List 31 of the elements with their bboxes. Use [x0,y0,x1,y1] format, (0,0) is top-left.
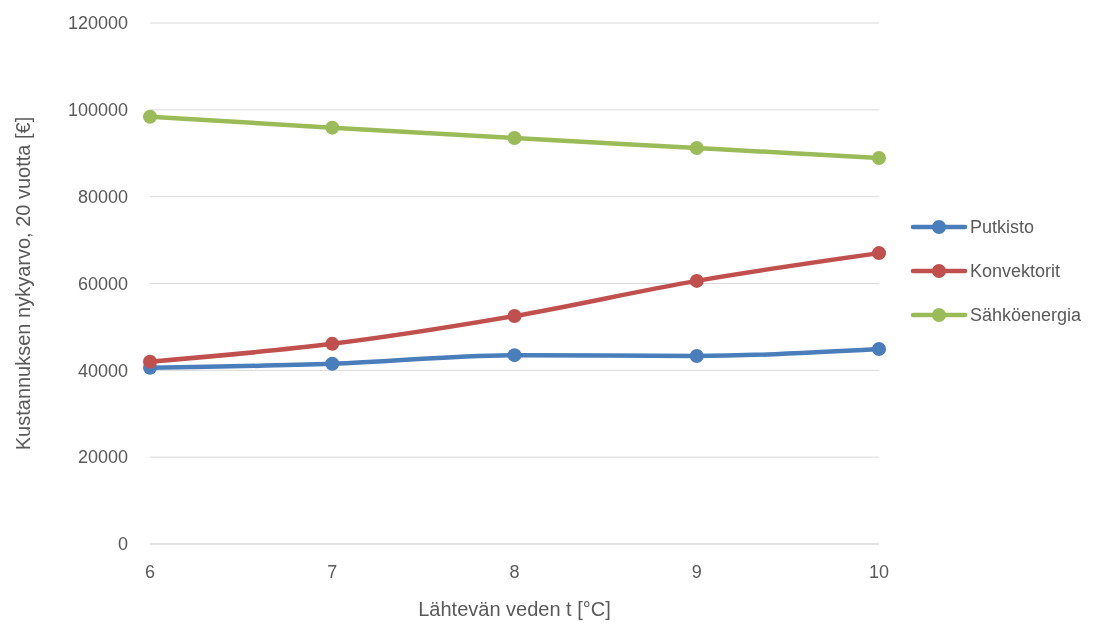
y-tick-label: 120000 [67,13,128,34]
y-tick-label: 0 [117,534,128,555]
point [325,336,340,351]
x-tick-label: 7 [327,562,338,582]
point [689,141,704,156]
point [689,273,704,288]
point [507,309,522,324]
point [325,120,340,135]
point [325,356,340,371]
x-tick-label: 6 [144,562,156,582]
x-tick-label: 9 [691,562,702,582]
y-tick-label: 20000 [77,447,128,468]
point [507,348,522,363]
legend-label: Konvektorit [970,261,1061,282]
x-axis-title: Lähtevän veden t [°C] [418,598,611,620]
point [507,131,522,146]
point [689,349,704,364]
legend-label: Putkisto [970,217,1035,238]
point [872,246,886,261]
y-axis-title: Kustannuksen nykyarvo, 20 vuotta [€] [12,116,34,451]
x-tick-label: 10 [868,562,890,582]
x-tick-label: 8 [509,562,520,582]
y-tick-label: 40000 [77,360,128,381]
point [143,109,157,124]
y-tick-label: 60000 [77,273,128,294]
legend-label: Sähköenergia [970,305,1083,326]
y-tick-label: 100000 [67,100,128,121]
y-tick-label: 80000 [77,186,128,207]
point [872,342,886,357]
point [872,151,886,166]
point [143,354,157,369]
